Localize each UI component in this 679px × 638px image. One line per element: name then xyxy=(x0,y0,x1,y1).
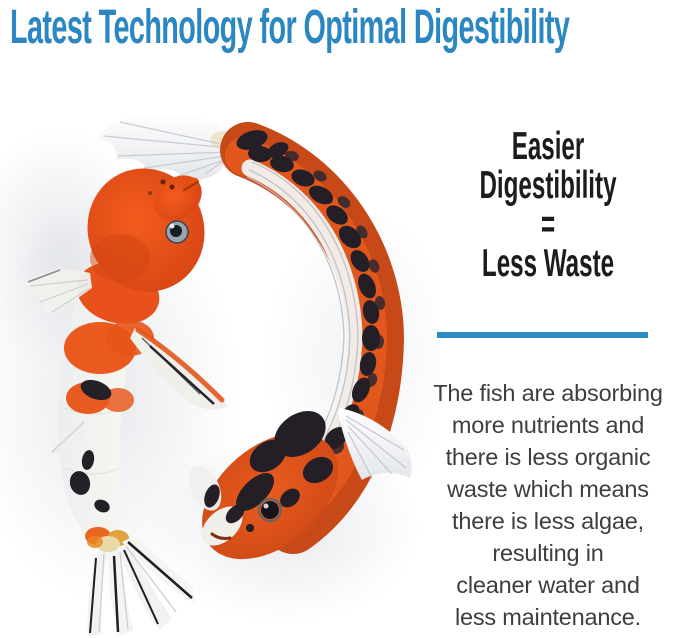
koi-right-eye xyxy=(258,498,282,522)
koi-left-mouth xyxy=(183,181,199,191)
koi-right-tail-fin xyxy=(98,112,238,180)
koi-fish-photo xyxy=(0,98,440,638)
body-line-4: waste which means xyxy=(447,476,649,502)
benefit-heading-line-3: Less Waste xyxy=(481,242,615,285)
koi-right-pectoral-fin xyxy=(338,408,412,480)
page-title: Latest Technology for Optimal Digestibil… xyxy=(10,2,679,54)
body-line-2: more nutrients and xyxy=(451,412,645,438)
koi-right xyxy=(98,112,412,560)
equals-sign: = xyxy=(540,203,556,246)
body-line-3: there is less organic xyxy=(445,444,651,470)
koi-left-tail-fin xyxy=(87,536,196,636)
body-line-5: there is less algae, xyxy=(452,508,644,534)
koi-left xyxy=(24,168,228,636)
koi-fish-illustration xyxy=(0,112,440,636)
divider-line xyxy=(437,332,648,338)
body-line-8: less maintenance. xyxy=(454,604,641,630)
koi-right-mouth xyxy=(210,532,232,540)
body-line-6: resulting in xyxy=(492,540,604,566)
benefit-heading: Easier Digestibility = Less Waste xyxy=(412,127,679,283)
benefit-description: The fish are absorbing more nutrients an… xyxy=(405,377,679,633)
body-line-7: cleaner water and xyxy=(456,572,640,598)
benefit-heading-line-2: Digestibility xyxy=(479,164,617,207)
page-title-text: Latest Technology for Optimal Digestibil… xyxy=(10,1,570,54)
koi-left-pectoral-fin xyxy=(24,269,92,314)
benefit-heading-line-1: Easier xyxy=(511,125,585,168)
body-line-1: The fish are absorbing xyxy=(433,380,663,406)
